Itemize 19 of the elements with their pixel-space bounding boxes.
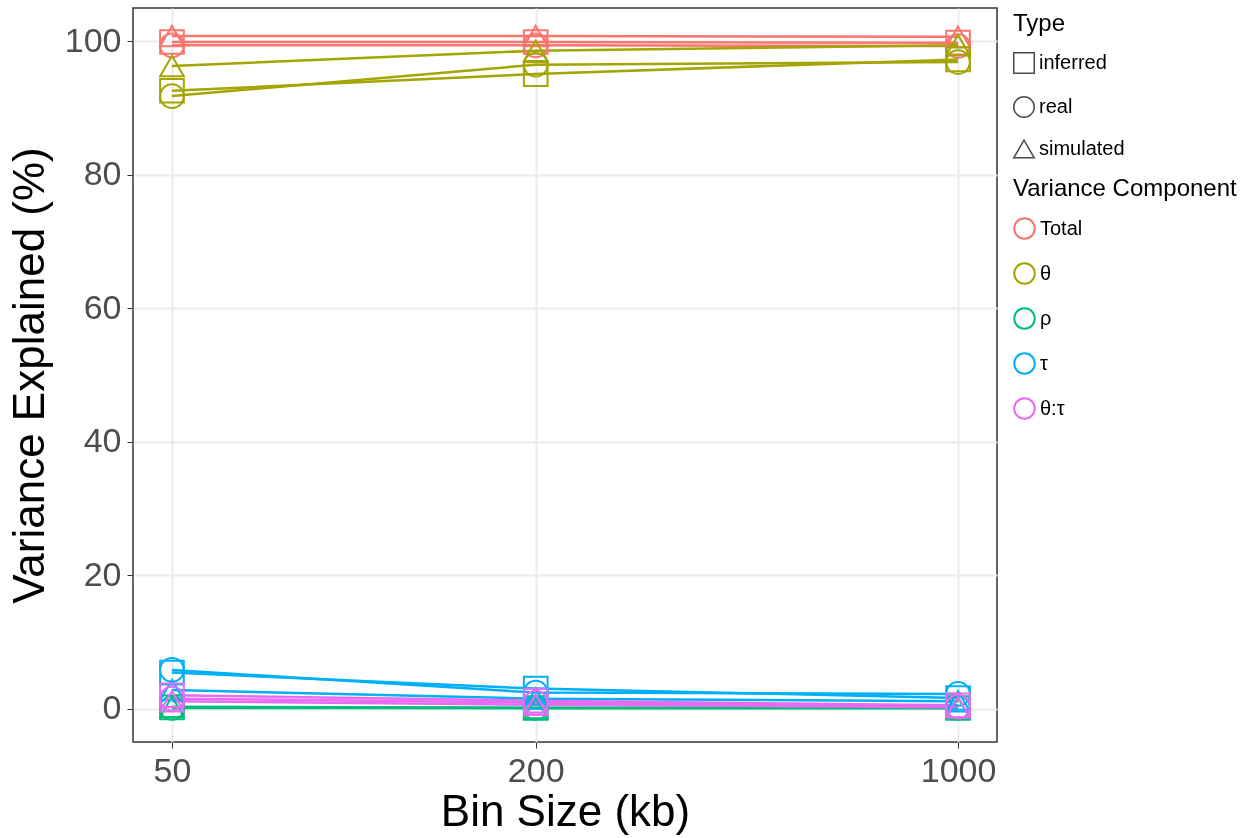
legend-label: θ (1040, 261, 1052, 284)
y-tick-label: 60 (83, 287, 122, 326)
legend-label: τ (1040, 351, 1048, 374)
text: Variance Component (1013, 174, 1237, 201)
legend-label: ρ (1040, 306, 1052, 329)
y-tick-label: 20 (83, 554, 122, 593)
x-tick-label: 50 (153, 750, 192, 789)
y-tick-label: 0 (102, 688, 122, 727)
text: inferred (1039, 51, 1107, 73)
y-tick-label: 40 (83, 421, 122, 460)
text: Type (1013, 9, 1066, 36)
y-tick-label: 80 (83, 154, 122, 193)
legend-label: θ:τ (1040, 396, 1065, 419)
x-tick-label: 1000 (920, 750, 997, 789)
y-tick-label: 100 (64, 20, 122, 59)
y-axis-title: Variance Explained (%) (3, 147, 53, 604)
text: simulated (1039, 137, 1125, 159)
legend-label: Total (1040, 216, 1083, 239)
text: real (1039, 95, 1073, 117)
